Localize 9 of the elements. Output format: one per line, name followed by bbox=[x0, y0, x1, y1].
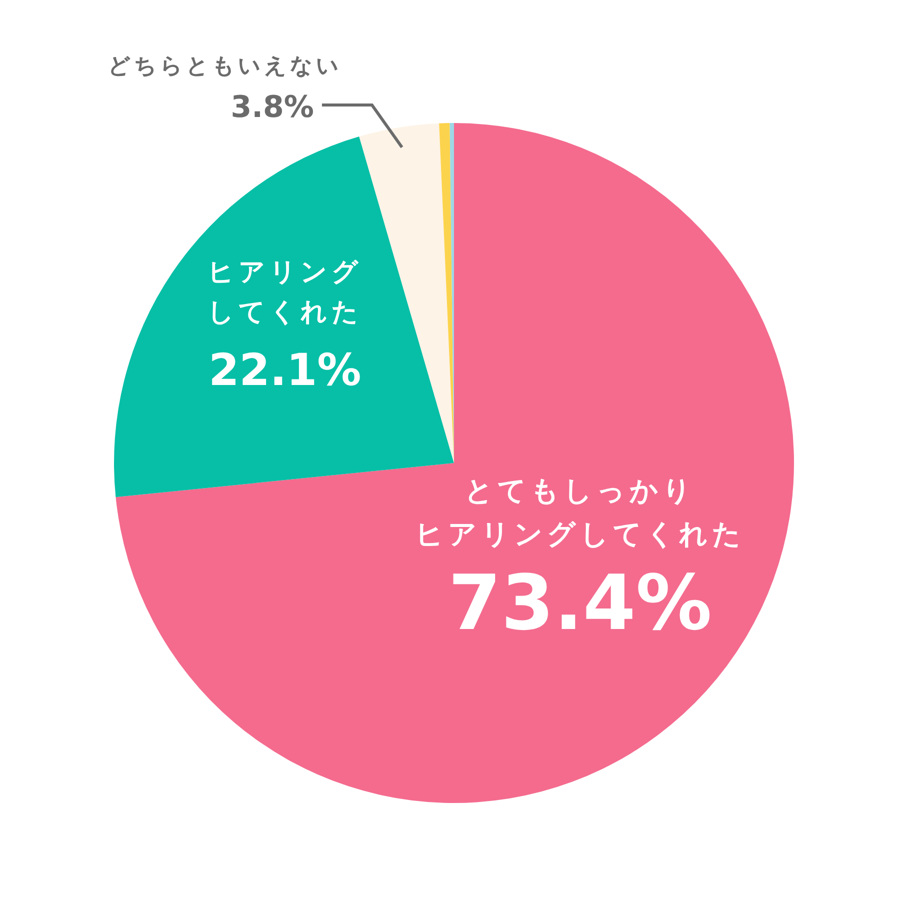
pie-slice bbox=[116, 123, 794, 802]
slice-label: ヒアリングしてくれた bbox=[207, 257, 362, 328]
slice-label: どちらともいえない bbox=[108, 54, 342, 79]
pie-slice bbox=[114, 136, 454, 498]
data-label: 3.8% bbox=[230, 90, 314, 125]
data-label: 73.4% bbox=[448, 558, 712, 647]
data-label: 22.1% bbox=[208, 345, 362, 396]
pie-slice bbox=[359, 123, 454, 463]
slice-label: とてもしっかりヒアリングしてくれた bbox=[415, 474, 746, 551]
